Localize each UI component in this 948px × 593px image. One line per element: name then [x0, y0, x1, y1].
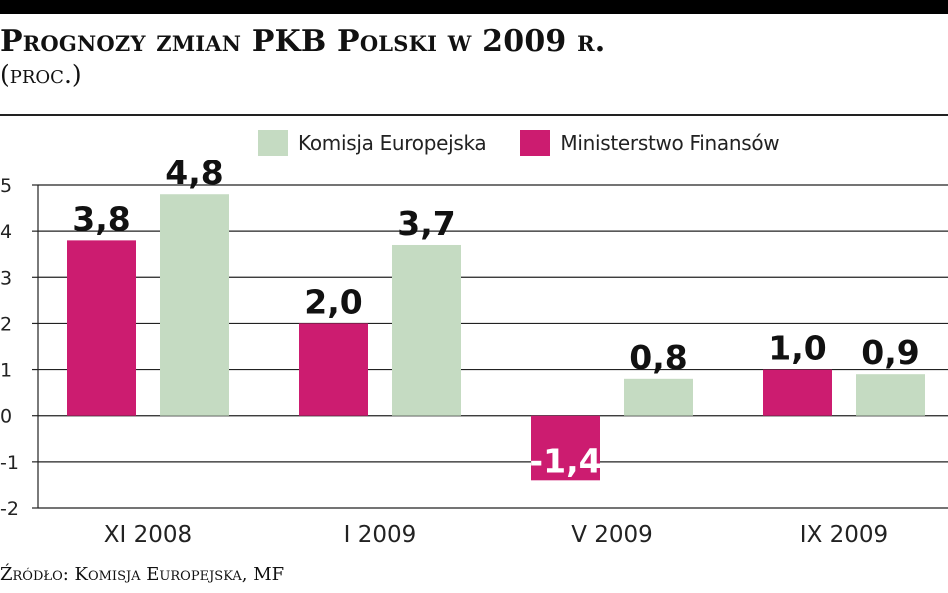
data-label-mf: -1,4	[529, 441, 601, 480]
data-label-mf: 2,0	[304, 282, 362, 321]
top-bar	[0, 0, 948, 14]
chart-title: Prognozy zmian PKB Polski w 2009 r.	[0, 24, 606, 59]
y-tick-label: 3	[0, 267, 12, 289]
bar-mf	[531, 415, 600, 481]
y-tick-label: -1	[0, 452, 19, 474]
legend-swatch-mf	[520, 130, 551, 156]
y-tick-label: -2	[0, 498, 19, 520]
y-tick-label: 1	[0, 360, 12, 382]
data-label-ke: 4,8	[165, 160, 223, 192]
data-label-mf: 3,8	[72, 199, 130, 238]
x-tick-label: IX 2009	[800, 522, 888, 548]
bar-mf	[299, 323, 368, 416]
x-tick-label: XI 2008	[104, 522, 192, 548]
y-tick-label: 0	[0, 406, 12, 428]
y-tick-label: 2	[0, 313, 12, 335]
data-label-ke: 0,9	[861, 333, 919, 372]
legend-item-ke: Komisja Europejska	[258, 130, 487, 156]
bar-ke	[392, 244, 461, 416]
source-note: Źródło: Komisja Europejska, MF	[0, 564, 285, 585]
data-label-mf: 1,0	[768, 329, 826, 368]
chart-subtitle: (proc.)	[0, 60, 82, 89]
y-tick-label: 5	[0, 175, 12, 197]
x-tick-label: I 2009	[344, 522, 417, 548]
bar-mf	[67, 240, 136, 416]
header-rule	[0, 114, 948, 116]
x-tick-label: V 2009	[571, 522, 653, 548]
legend-label-ke: Komisja Europejska	[298, 131, 487, 155]
data-label-ke: 0,8	[629, 338, 687, 377]
bar-ke	[856, 374, 925, 416]
bar-ke	[624, 378, 693, 416]
data-label-ke: 3,7	[397, 204, 455, 243]
bar-chart: -2 -1 0 1 2 3 4 5 3,8 4,8 XI 2008 2,0 3,7 I 2009 -1,4 0…	[0, 160, 948, 548]
y-tick-label: 4	[0, 221, 12, 243]
bar-ke	[160, 194, 229, 416]
legend-item-mf: Ministerstwo Finansów	[520, 130, 780, 156]
legend-swatch-ke	[258, 130, 288, 156]
legend-label-mf: Ministerstwo Finansów	[560, 131, 780, 155]
legend: Komisja Europejska Ministerstwo Finansów	[258, 128, 813, 158]
bar-mf	[763, 369, 832, 416]
